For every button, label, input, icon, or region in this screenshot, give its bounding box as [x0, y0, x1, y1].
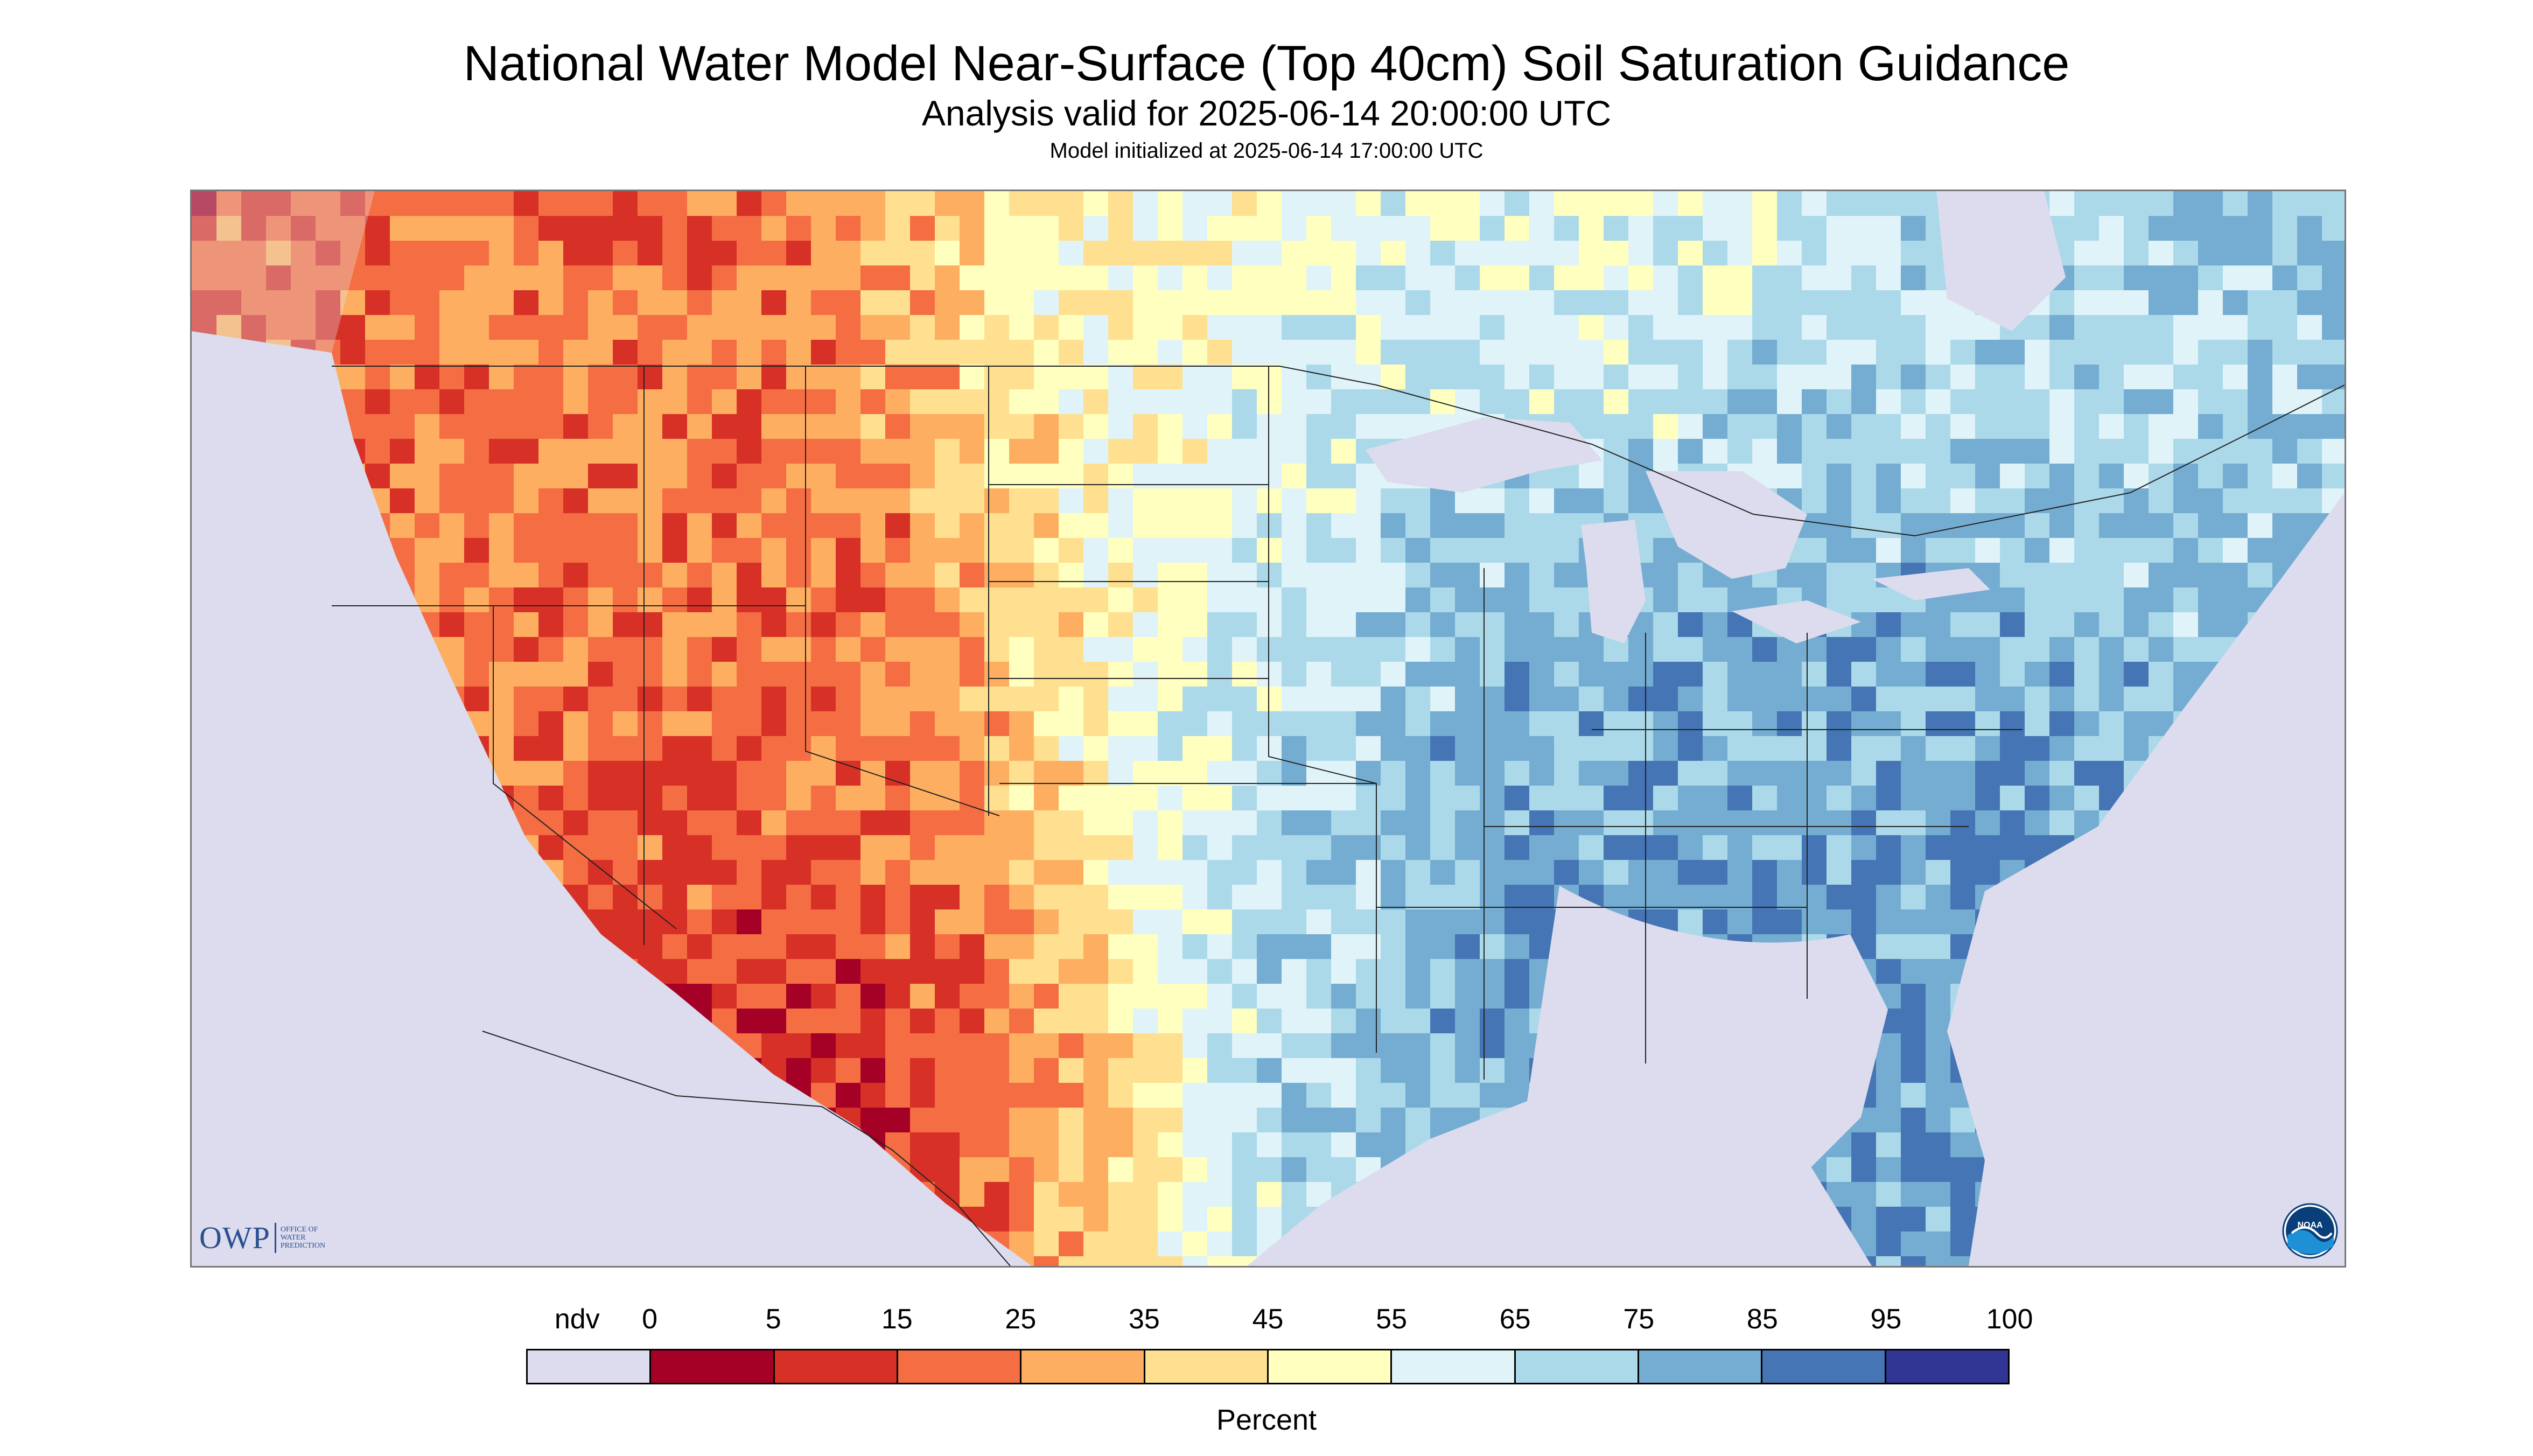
no-data-east — [2001, 493, 2345, 1266]
noaa-logo: NOAA — [2282, 1203, 2338, 1259]
map-subtitle: Analysis valid for 2025-06-14 20:00:00 U… — [921, 93, 1612, 133]
legend-label-11: 95 — [1870, 1304, 1902, 1335]
legend-label-7: 55 — [1376, 1304, 1407, 1335]
legend-swatch-9 — [1639, 1350, 1763, 1383]
us-canada-border — [332, 366, 2345, 537]
legend-swatch-3 — [898, 1350, 1022, 1383]
legend-label-10: 85 — [1746, 1304, 1778, 1335]
owp-logo-text: OFFICE OF WATER PREDICTION — [280, 1226, 326, 1250]
state-line-2 — [805, 366, 1000, 816]
legend-labels: ndv 0 5 15 25 35 45 55 65 75 85 95 100 — [526, 1303, 2033, 1335]
owp-logo: OWP OFFICE OF WATER PREDICTION — [199, 1220, 325, 1256]
legend-swatch-5 — [1145, 1350, 1269, 1383]
lake-ontario — [1872, 568, 1990, 600]
state-lines-east — [1484, 568, 1808, 1080]
legend-swatch-1 — [651, 1350, 775, 1383]
legend-label-12: 100 — [1986, 1304, 2033, 1335]
legend-label-5: 35 — [1128, 1304, 1160, 1335]
hudson-bay-inlet — [1936, 191, 2066, 331]
legend-swatch-11 — [1886, 1350, 2008, 1383]
color-legend: ndv 0 5 15 25 35 45 55 65 75 85 95 100 — [526, 1303, 2033, 1389]
legend-swatch-4 — [1021, 1350, 1145, 1383]
state-lines-plains — [989, 484, 1376, 784]
state-line-4 — [1268, 366, 1377, 1053]
noaa-logo-text: NOAA — [2297, 1221, 2323, 1230]
legend-swatch-0 — [528, 1350, 652, 1383]
state-lines-west — [332, 605, 806, 929]
lake-michigan — [1581, 520, 1646, 643]
political-borders — [332, 366, 2345, 1266]
model-init-line: Model initialized at 2025-06-14 17:00:00… — [1049, 139, 1484, 163]
lake-erie — [1732, 600, 1861, 643]
legend-colorbar — [526, 1349, 2010, 1384]
legend-label-4: 25 — [1005, 1304, 1037, 1335]
legend-label-2: 5 — [765, 1304, 781, 1335]
lake-huron — [1646, 471, 1807, 579]
legend-label-0: ndv — [554, 1304, 600, 1335]
legend-swatch-8 — [1515, 1350, 1639, 1383]
us-mexico-border — [482, 1031, 1011, 1266]
map-title: National Water Model Near-Surface (Top 4… — [463, 36, 2070, 91]
legend-swatch-7 — [1392, 1350, 1516, 1383]
pacific-northwest-coast — [192, 191, 375, 353]
legend-swatch-10 — [1762, 1350, 1886, 1383]
state-lines-south — [1376, 729, 2023, 908]
owp-logo-divider — [274, 1222, 276, 1253]
soil-saturation-map — [190, 190, 2346, 1268]
gulf-of-mexico — [1247, 886, 1888, 1266]
owp-logo-mark: OWP — [199, 1220, 270, 1255]
lake-superior — [1366, 417, 1603, 493]
legend-label-8: 65 — [1499, 1304, 1531, 1335]
legend-label-9: 75 — [1623, 1304, 1655, 1335]
legend-unit-label: Percent — [1216, 1404, 1317, 1436]
legend-label-3: 15 — [881, 1304, 913, 1335]
map-canvas — [192, 191, 2345, 1266]
no-data-west — [192, 568, 472, 1266]
legend-label-6: 45 — [1252, 1304, 1284, 1335]
legend-swatch-6 — [1268, 1350, 1393, 1383]
legend-label-1: 0 — [642, 1304, 658, 1335]
legend-swatch-2 — [774, 1350, 898, 1383]
